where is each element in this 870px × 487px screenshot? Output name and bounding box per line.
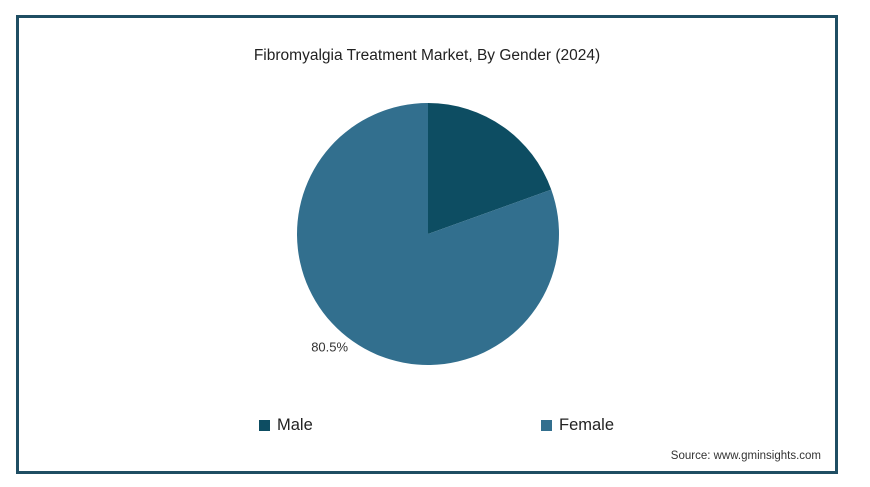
legend-item-male: Male [259, 416, 313, 435]
pie-slice-female [297, 103, 559, 365]
slice-label-female: 80.5% [311, 340, 348, 355]
legend-label-female: Female [559, 416, 615, 434]
chart-title: Fibromyalgia Treatment Market, By Gender… [253, 47, 601, 64]
legend-swatch-male [259, 420, 270, 431]
pie-slice-male [428, 103, 552, 234]
source-note: Source: www.gminsights.com [670, 450, 821, 462]
legend-label-male: Male [277, 416, 313, 434]
pie-chart: 80.5% [297, 103, 559, 365]
chart-frame: Fibromyalgia Treatment Market, By Gender… [16, 15, 838, 474]
legend-swatch-female [541, 420, 552, 431]
legend-item-female: Female [541, 416, 614, 435]
